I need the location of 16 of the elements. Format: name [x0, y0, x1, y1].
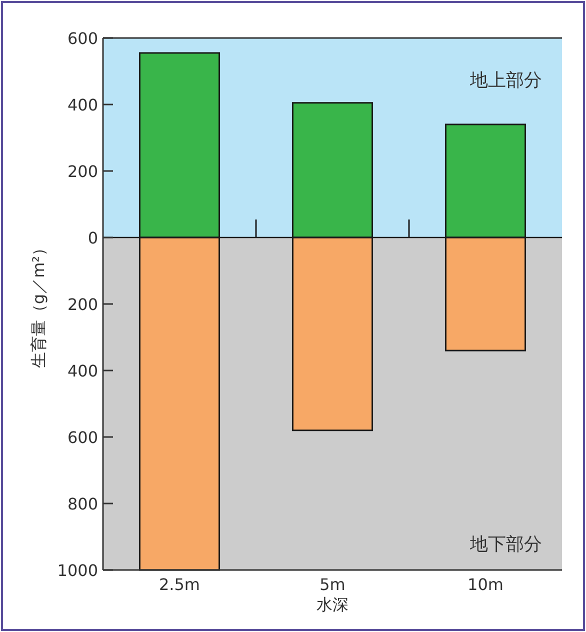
x-axis-title: 水深	[316, 595, 348, 614]
y-tick-label: 200	[67, 295, 98, 314]
y-tick-label: 600	[67, 428, 98, 447]
band-label: 地下部分	[469, 534, 542, 555]
x-tick-label: 2.5m	[158, 575, 200, 594]
y-tick-label: 400	[67, 96, 98, 114]
x-tick-label: 5m	[320, 575, 346, 594]
band-label: 地上部分	[469, 70, 542, 91]
y-axis-title: 生育量（g／m²）	[29, 240, 48, 368]
x-tick-label: 10m	[468, 575, 504, 594]
y-tick-label: 1000	[57, 561, 98, 580]
y-tick-label: 0	[88, 228, 98, 248]
y-tick-label: 200	[67, 162, 98, 181]
y-tick-label: 600	[67, 29, 98, 48]
y-tick-label: 800	[67, 494, 98, 514]
y-tick-label: 400	[67, 362, 98, 380]
